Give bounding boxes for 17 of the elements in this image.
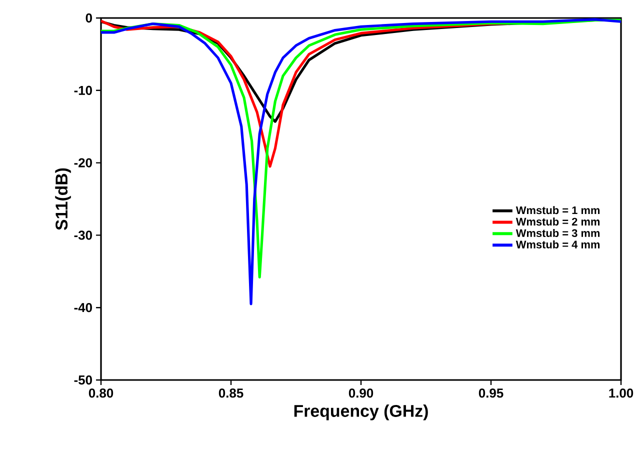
x-tick-label: 0.95 [478,388,504,398]
y-tick-label: -40 [74,303,92,312]
legend-label: Wmstub = 1 mm [516,206,600,214]
legend-label: Wmstub = 3 mm [516,228,600,238]
y-tick-label: -50 [74,375,92,385]
y-axis-title: S11(dB) [55,168,71,230]
x-axis-title: Frequency (GHz) [294,404,428,420]
legend-label: Wmstub = 2 mm [516,218,600,226]
y-tick-label: -20 [74,158,92,168]
x-tick-label: 0.90 [348,388,374,398]
y-tick-label: -10 [74,86,92,95]
legend-label: Wmstub = 4 mm [516,240,600,248]
y-tick-label: -30 [74,230,92,240]
x-tick-label: 0.85 [218,388,244,398]
y-tick-label: 0 [86,13,92,23]
x-tick-label: 0.80 [88,388,114,398]
x-tick-label: 1.00 [609,388,634,398]
